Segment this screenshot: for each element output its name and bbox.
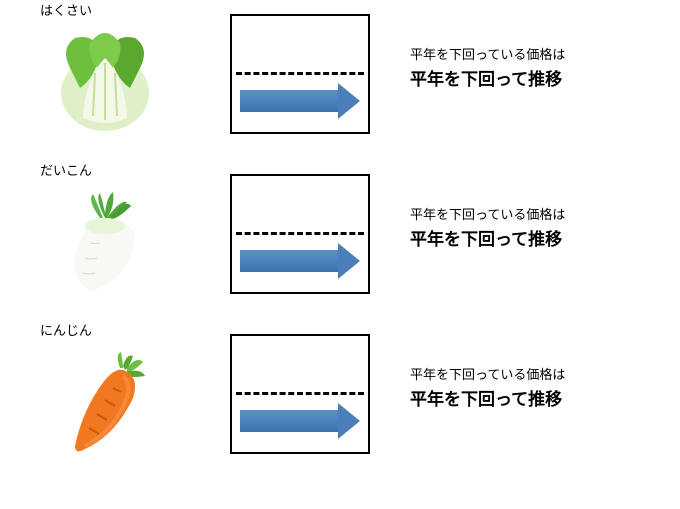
trend-arrow bbox=[240, 406, 360, 436]
trend-arrow bbox=[240, 86, 360, 116]
maintext: 平年を下回って推移 bbox=[410, 65, 680, 90]
subtext: 平年を下回っている価格は bbox=[410, 364, 680, 383]
row-hakusai: はくさい 平年を下回っている価格は 平年を下回って推移 bbox=[0, 0, 680, 160]
maintext: 平年を下回って推移 bbox=[410, 385, 680, 410]
arrow-stem bbox=[240, 250, 338, 272]
subtext: 平年を下回っている価格は bbox=[410, 204, 680, 223]
text-column: 平年を下回っている価格は 平年を下回って推移 bbox=[380, 160, 680, 250]
daikon-icon bbox=[40, 183, 170, 303]
baseline-dashed bbox=[236, 392, 364, 395]
veg-column: はくさい bbox=[40, 0, 220, 143]
chart-column bbox=[220, 320, 380, 454]
baseline-dashed bbox=[236, 232, 364, 235]
subtext: 平年を下回っている価格は bbox=[410, 44, 680, 63]
veg-label: だいこん bbox=[40, 160, 92, 179]
chart-column bbox=[220, 0, 380, 134]
trend-arrow bbox=[240, 246, 360, 276]
row-daikon: だいこん 平年を下回っている価格は 平年を下回って推移 bbox=[0, 160, 680, 320]
veg-column: にんじん bbox=[40, 320, 220, 463]
chart-box bbox=[230, 334, 370, 454]
arrow-stem bbox=[240, 410, 338, 432]
ninjin-icon bbox=[40, 343, 170, 463]
baseline-dashed bbox=[236, 72, 364, 75]
chart-box bbox=[230, 14, 370, 134]
arrow-head-icon bbox=[338, 403, 360, 439]
row-ninjin: にんじん 平年を下回っている価格は bbox=[0, 320, 680, 480]
chart-box bbox=[230, 174, 370, 294]
maintext: 平年を下回って推移 bbox=[410, 225, 680, 250]
text-column: 平年を下回っている価格は 平年を下回って推移 bbox=[380, 320, 680, 410]
arrow-head-icon bbox=[338, 83, 360, 119]
text-column: 平年を下回っている価格は 平年を下回って推移 bbox=[380, 0, 680, 90]
veg-label: にんじん bbox=[40, 320, 92, 339]
arrow-head-icon bbox=[338, 243, 360, 279]
veg-label: はくさい bbox=[40, 0, 92, 19]
veg-column: だいこん bbox=[40, 160, 220, 303]
chart-column bbox=[220, 160, 380, 294]
hakusai-icon bbox=[40, 23, 170, 143]
arrow-stem bbox=[240, 90, 338, 112]
